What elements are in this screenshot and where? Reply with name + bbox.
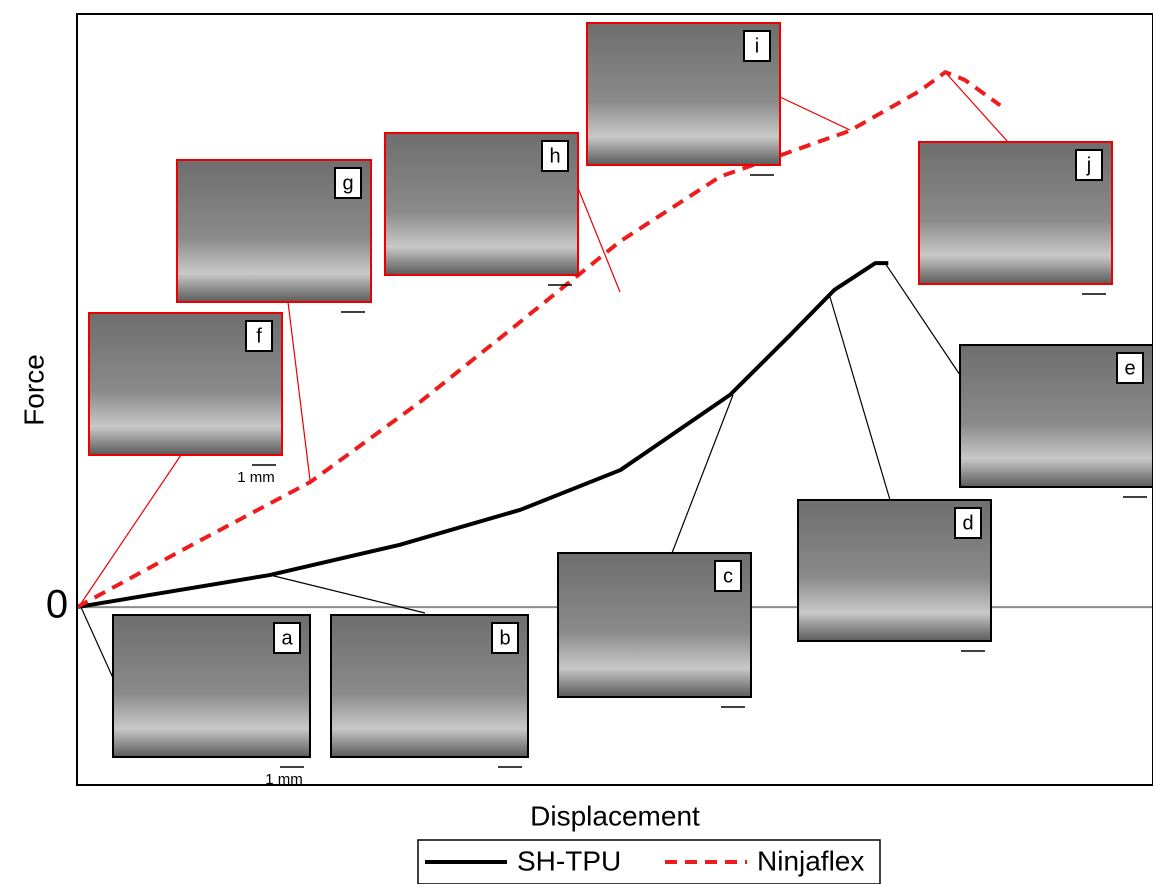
leader-line bbox=[79, 454, 182, 606]
inset-label: j bbox=[1086, 154, 1091, 176]
inset-label: b bbox=[499, 627, 510, 649]
inset-label-box bbox=[273, 622, 301, 654]
leader-line bbox=[577, 187, 621, 293]
inset-label: i bbox=[755, 35, 759, 57]
series-line bbox=[76, 70, 1002, 609]
leader-line bbox=[829, 296, 891, 501]
inset-label-box bbox=[1116, 352, 1144, 384]
inset-label-box bbox=[334, 167, 362, 199]
inset-label: d bbox=[962, 512, 973, 534]
inset-label-box bbox=[714, 560, 742, 592]
inset-label: c bbox=[723, 565, 733, 587]
y-axis-label: Force bbox=[18, 354, 49, 426]
inset-label-box bbox=[954, 507, 982, 539]
leader-line bbox=[79, 604, 114, 679]
scale-label: 1 mm bbox=[237, 469, 275, 486]
inset-label: g bbox=[342, 172, 353, 194]
plot-frame bbox=[76, 13, 1153, 786]
leader-line bbox=[269, 574, 426, 614]
x-axis-label: Displacement bbox=[530, 800, 700, 831]
inset-label-box bbox=[743, 30, 771, 62]
inset-label-box bbox=[1075, 149, 1103, 181]
inset-label: a bbox=[281, 627, 293, 649]
series-line bbox=[76, 261, 889, 610]
legend-label: Ninjaflex bbox=[757, 845, 864, 876]
scale-label: 1 mm bbox=[265, 771, 303, 788]
inset-label-box bbox=[245, 320, 273, 352]
inset-label: e bbox=[1124, 357, 1135, 379]
inset-label-box bbox=[541, 140, 569, 172]
y-tick-label: 0 bbox=[46, 583, 68, 627]
leader-line bbox=[944, 71, 1009, 143]
leader-line bbox=[671, 394, 734, 554]
inset-label-box bbox=[491, 622, 519, 654]
leader-line bbox=[884, 262, 961, 376]
legend-label: SH-TPU bbox=[517, 845, 621, 876]
inset-label: h bbox=[549, 145, 560, 167]
leader-line bbox=[287, 301, 311, 481]
inset-label: f bbox=[256, 325, 262, 347]
leader-line bbox=[779, 96, 851, 131]
